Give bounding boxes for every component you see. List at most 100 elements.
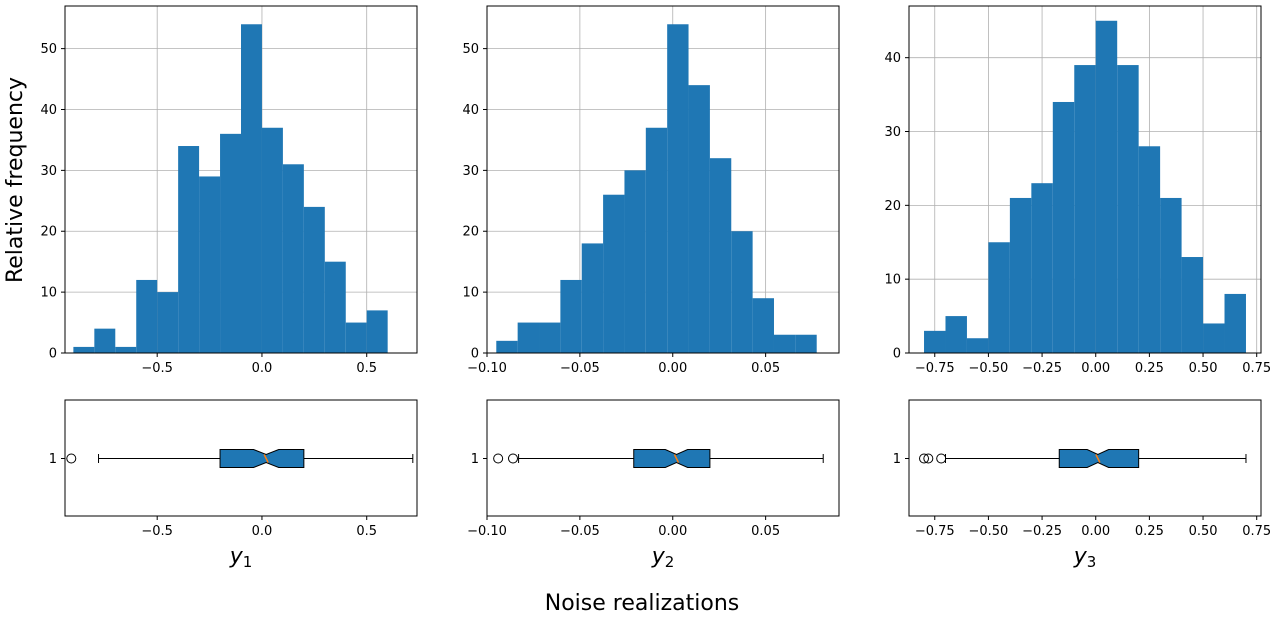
outlier-point — [493, 453, 504, 464]
outlier-point — [508, 453, 519, 464]
histogram-bar — [1224, 293, 1246, 353]
histogram-bar — [1009, 197, 1032, 353]
histogram-bar — [688, 85, 710, 353]
histogram-bar — [945, 316, 967, 353]
variable-label-subscript: 1 — [243, 553, 253, 571]
box-x-tick-label: −0.10 — [467, 524, 507, 539]
histogram-bar — [94, 328, 116, 353]
x-tick-label: 0.05 — [751, 361, 780, 376]
y-tick-label: 30 — [40, 164, 57, 179]
box-x-tick-label: 0.25 — [1135, 524, 1164, 539]
box-x-tick-label: −0.5 — [141, 524, 173, 539]
histogram-2: −0.10 −0.05 0.00 0.05 0 10 20 30 40 50 — [462, 5, 840, 376]
box-category-label: 1 — [893, 452, 901, 467]
variable-label-subscript: 3 — [1087, 553, 1097, 571]
outlier-point — [66, 453, 77, 464]
y-tick-label: 40 — [40, 103, 57, 118]
box-x-tick-label: 0.5 — [356, 524, 377, 539]
histogram-bar — [496, 340, 518, 353]
y-tick-label: 30 — [462, 164, 479, 179]
histogram-bar — [603, 194, 625, 353]
x-tick-label: 0.00 — [1081, 361, 1110, 376]
figure-x-label: Noise realizations — [545, 591, 739, 616]
x-tick-label: −0.75 — [915, 361, 955, 376]
outlier-point — [936, 453, 947, 464]
x-tick-label: −0.10 — [467, 361, 507, 376]
box-x-tick-label: −0.75 — [915, 524, 955, 539]
median-line — [673, 454, 680, 463]
y-tick-label: 10 — [884, 273, 901, 288]
histogram-bar — [115, 346, 137, 353]
histogram-bar — [241, 24, 262, 354]
x-tick-label: −0.05 — [560, 361, 600, 376]
histogram-bar — [752, 298, 774, 353]
x-tick-label: −0.25 — [1022, 361, 1062, 376]
y-tick-label: 30 — [884, 125, 901, 140]
histogram-bar — [1095, 20, 1118, 353]
histogram-bar — [261, 127, 283, 353]
figure-y-label: Relative frequency — [3, 77, 28, 283]
histogram-bar — [924, 330, 946, 353]
variable-label-subscript: 2 — [665, 553, 675, 571]
box-x-tick-label: 0.00 — [658, 524, 687, 539]
histogram-bar — [795, 334, 817, 353]
histogram-frame — [908, 5, 1262, 354]
histogram-bar — [1181, 257, 1204, 353]
box-category-label: 1 — [471, 452, 479, 467]
x-tick-label: 0.00 — [658, 361, 687, 376]
histogram-1: −0.5 0.0 0.5 0 10 20 30 40 50 — [40, 5, 418, 376]
x-tick-label: 0.75 — [1242, 361, 1271, 376]
x-tick-label: 0.0 — [252, 361, 273, 376]
panel-2: −0.10 −0.05 0.00 0.05 0 10 20 30 40 50 1 −0.10 −0.05… — [462, 5, 840, 571]
histogram-bar — [178, 146, 200, 353]
histogram-bar — [1160, 197, 1182, 353]
histogram-bar — [324, 261, 346, 353]
y-tick-label: 0 — [893, 347, 901, 362]
outlier-point — [919, 453, 930, 464]
histogram-bar — [1117, 65, 1139, 353]
histogram-bar — [366, 310, 388, 353]
histogram-bar — [136, 279, 158, 353]
box-x-tick-label: −0.50 — [968, 524, 1008, 539]
box-x-tick-label: 0.0 — [252, 524, 273, 539]
boxplot-1: 1 −0.5 0.0 0.5 — [49, 399, 418, 539]
histogram-bar — [517, 322, 540, 353]
histogram-bar — [709, 158, 732, 353]
histogram-bar — [539, 322, 561, 353]
histogram-bar — [581, 243, 604, 353]
histogram-bar — [773, 334, 796, 353]
histogram-bar — [73, 346, 95, 353]
y-tick-label: 20 — [462, 225, 479, 240]
x-tick-label: −0.50 — [968, 361, 1008, 376]
y-tick-label: 50 — [462, 42, 479, 57]
y-tick-label: 10 — [40, 286, 57, 301]
histogram-bar — [560, 279, 582, 353]
y-tick-label: 20 — [884, 199, 901, 214]
histogram-bar — [220, 133, 241, 353]
histogram-bar — [345, 322, 367, 353]
histogram-bar — [667, 24, 689, 354]
box-x-tick-label: 0.00 — [1081, 524, 1110, 539]
y-tick-label: 50 — [40, 42, 57, 57]
box-x-tick-label: −0.05 — [560, 524, 600, 539]
box-x-tick-label: −0.25 — [1022, 524, 1062, 539]
box-x-tick-label: 0.05 — [751, 524, 780, 539]
histogram-bar — [988, 242, 1010, 353]
notched-box — [633, 449, 711, 468]
variable-label: y3 — [1073, 544, 1097, 571]
box-x-tick-label: 0.50 — [1189, 524, 1218, 539]
box-x-tick-label: 0.75 — [1242, 524, 1271, 539]
median-line — [1095, 454, 1101, 463]
variable-label: y1 — [229, 544, 253, 571]
panel-3: −0.75 −0.50 −0.25 0.00 0.25 0.50 0.75 0 10 20 30 40… — [884, 5, 1271, 571]
x-tick-label: −0.5 — [141, 361, 173, 376]
histogram-bar — [157, 292, 179, 353]
x-tick-label: 0.50 — [1189, 361, 1218, 376]
y-tick-label: 40 — [884, 51, 901, 66]
boxplot-3: 1 −0.75 −0.50 −0.25 0.00 0.25 0.50 0.75 — [893, 399, 1271, 539]
box-category-label: 1 — [49, 452, 57, 467]
histogram-bar — [1138, 146, 1161, 353]
y-tick-label: 20 — [40, 225, 57, 240]
